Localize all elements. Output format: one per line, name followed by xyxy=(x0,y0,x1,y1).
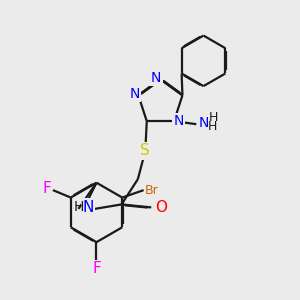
Text: N: N xyxy=(82,200,94,215)
Text: N: N xyxy=(82,200,94,215)
Text: H: H xyxy=(208,120,218,133)
Text: N: N xyxy=(173,114,184,128)
Text: O: O xyxy=(155,200,167,215)
Text: N: N xyxy=(130,87,140,101)
Text: H: H xyxy=(208,111,218,124)
Text: H: H xyxy=(73,200,84,214)
Text: N: N xyxy=(199,116,209,130)
Text: F: F xyxy=(42,181,51,196)
Text: N: N xyxy=(151,71,161,85)
Text: F: F xyxy=(92,261,101,276)
Text: Br: Br xyxy=(145,184,159,196)
Text: S: S xyxy=(140,143,150,158)
